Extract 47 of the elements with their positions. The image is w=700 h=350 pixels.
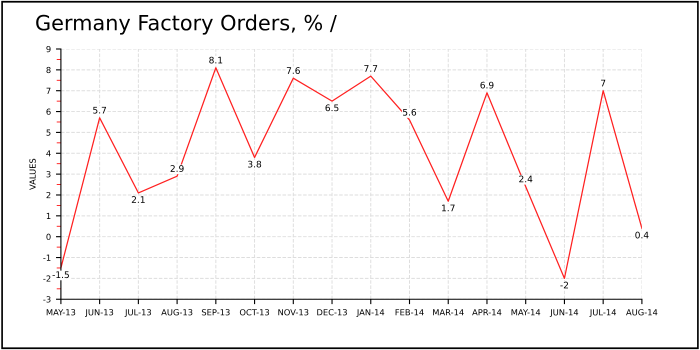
y-tick-label: 2	[46, 192, 50, 198]
y-tick-label: 3	[46, 171, 51, 178]
x-tick-label: JUL-13	[124, 309, 152, 317]
y-tick-label: 0	[46, 234, 51, 240]
data-label: 7.6	[286, 67, 300, 74]
x-tick-label: SEP-13	[202, 309, 230, 316]
x-tick-label: AUG-13	[161, 309, 192, 316]
y-tick-label: -2	[43, 275, 50, 282]
data-label: 0.4	[635, 232, 649, 238]
data-label: -2	[560, 282, 568, 288]
x-tick-label: APR-14	[472, 309, 502, 316]
x-tick-label: AUG-14	[626, 309, 658, 316]
x-tick-label: MAY-14	[512, 309, 540, 316]
data-label: 8.1	[209, 56, 222, 64]
y-tick-label: -3	[43, 296, 51, 303]
data-label: 6.9	[480, 82, 494, 89]
data-label: 2.4	[519, 176, 532, 182]
y-tick-label: 1	[46, 212, 50, 219]
y-tick-label: 9	[46, 46, 51, 52]
data-label: 2.1	[132, 196, 145, 203]
x-tick-label: JUN-14	[550, 309, 578, 317]
data-label: 7.7	[364, 65, 378, 72]
x-tick-label: NOV-13	[278, 309, 308, 316]
x-tick-label: DEC-13	[317, 309, 347, 316]
x-tick-label: JUN-13	[85, 309, 114, 317]
data-label: 6.5	[325, 104, 338, 112]
x-tick-label: JAN-14	[356, 309, 384, 317]
y-tick-label: 7	[46, 88, 50, 94]
y-tick-label: 5	[46, 130, 50, 136]
y-axis-title: VALUES	[29, 158, 36, 190]
x-tick-label: MAY-13	[46, 309, 76, 316]
data-label: 2.9	[170, 165, 184, 172]
y-tick-label: 8	[46, 66, 51, 74]
x-tick-label: OCT-13	[240, 309, 270, 316]
data-label: 7	[601, 80, 606, 86]
data-label: -1.5	[52, 271, 69, 278]
data-label: 5.7	[93, 106, 106, 114]
data-label: 3.8	[248, 160, 262, 168]
x-tick-label: FEB-14	[396, 309, 424, 316]
x-tick-label: MAR-14	[433, 309, 464, 316]
data-label: 1.7	[442, 204, 455, 212]
y-tick-label: 6	[46, 108, 51, 115]
y-tick-label: -1	[43, 254, 50, 261]
chart-title: Germany Factory Orders, % /	[36, 14, 337, 35]
x-tick-label: JUL-14	[589, 309, 616, 317]
y-tick-label: 4	[46, 150, 51, 156]
data-label: 5.6	[403, 108, 416, 116]
